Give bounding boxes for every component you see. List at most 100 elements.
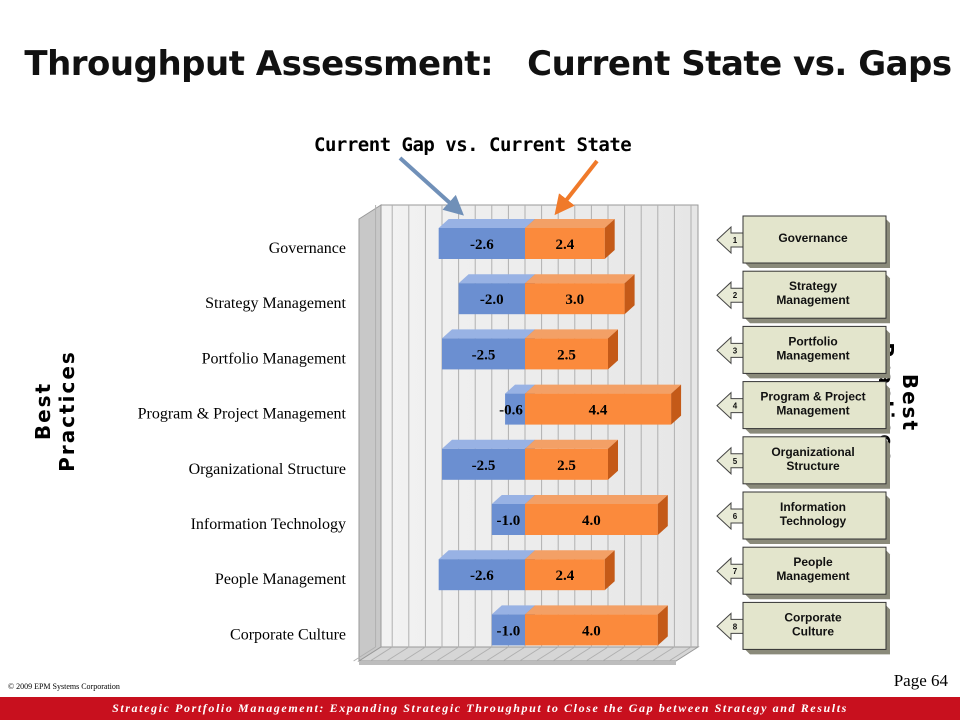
page-title: Throughput Assessment: Current State vs.… [24,44,952,84]
state-bar-top [525,439,618,449]
state-bar-top [525,550,615,560]
best-practice-label: Organizational [771,445,854,459]
best-practice-box [742,601,887,650]
gridline-floor [486,646,509,662]
best-practice-box [742,546,887,595]
gridline-floor [386,646,410,662]
chart-plot-area [353,204,700,665]
gap-bar-top [458,274,535,284]
gap-value-label: -2.0 [480,292,504,308]
best-practice-label: Information [780,500,846,514]
gridline-floor [353,646,376,662]
state-bar-face [525,504,658,535]
gridline-floor [452,646,476,662]
category-label: Information Technology [191,516,346,533]
gridline-floor [519,646,542,662]
best-practice-box [742,436,887,485]
best-practice-number: 6 [733,512,738,521]
connector-arrow-icon [716,446,744,475]
state-bar-top [525,329,618,339]
best-practice-label: Management [776,569,849,583]
gridline-floor [436,646,459,662]
state-bar-face [525,559,605,591]
state-value-label: 3.0 [565,292,584,308]
gridline-floor [618,646,642,662]
gap-bar-top [491,495,535,504]
gap-bar-top [491,605,535,615]
best-practice-label: Management [776,293,849,307]
best-practice-number: 7 [733,567,738,576]
gap-bar-top [442,329,535,339]
state-value-label: 2.5 [557,458,576,474]
state-value-label: 2.4 [555,237,574,253]
connector-arrow-icon [716,612,744,641]
state-bar-side [608,329,618,370]
gridline-floor [602,646,625,662]
gridline-floor [369,646,393,662]
state-bar [525,219,615,259]
gridline-floor [552,646,576,662]
connector-arrow-icon [716,225,744,255]
category-label: Organizational Structure [189,461,346,478]
best-practice-label: Strategy [789,279,837,293]
state-bar-side [624,274,635,315]
gap-arrow [398,156,464,216]
state-bar-side [608,439,618,480]
gap-value-label: -2.6 [470,568,494,584]
category-label: Corporate Culture [230,626,346,643]
best-practice-label: Structure [786,459,840,473]
state-bar-face [525,393,672,425]
state-bar-top [525,274,635,284]
state-bar-face [525,228,605,259]
state-value-label: 2.5 [557,347,576,363]
category-label: Portfolio Management [202,350,347,367]
state-bar-top [525,605,668,615]
gap-value-label: -2.5 [472,458,496,474]
state-bar-top [525,495,668,504]
state-bar [525,274,635,315]
gap-bar-face [491,614,525,646]
best-practice-label: Management [776,404,849,418]
state-bar [525,439,618,480]
connector-arrow-icon [716,281,744,310]
best-practice-label: Culture [792,624,834,638]
state-bar [525,384,682,425]
chart-subtitle: Current Gap vs. Current State [314,134,632,156]
best-practice-label: Management [776,348,849,362]
gap-bar-face [491,504,525,535]
state-bar-side [604,550,615,591]
gridline-floor [403,646,426,662]
chart-bars: -2.6 2.4 -2.0 3.0 -2.5 2.5 -0.6 4.4 -2.5 2.5 -1.0 4… [438,219,682,646]
gridline-floor [585,646,609,662]
gap-bar-face [438,228,525,259]
best-practice-label: Governance [778,231,848,245]
state-bar-face [525,448,608,480]
best-practice-number: 2 [733,291,738,300]
category-labels: Governance Strategy Management Portfolio M… [138,240,347,643]
best-practice-label: Portfolio [788,334,837,348]
connector-arrow-icon [716,501,744,531]
footer-banner: Strategic Portfolio Management: Expandin… [0,697,960,720]
gap-bar-top [438,219,535,228]
gap-value-label: -0.6 [499,403,523,419]
best-practice-label: Corporate [784,610,842,624]
gridline-floor [419,646,443,662]
best-practice-box [742,381,887,430]
state-value-label: 4.0 [582,513,601,529]
gap-bar-face [438,559,525,591]
gridline-floor [635,646,659,662]
best-practice-label: Program & Project [760,390,865,404]
best-practice-number: 4 [733,402,738,411]
best-practice-box [742,491,887,540]
best-practice-box [742,325,887,374]
copyright-notice: © 2009 EPM Systems Corporation [8,682,120,691]
best-practice-box [742,270,887,319]
state-bar [525,605,668,646]
state-value-label: 4.0 [582,623,601,639]
